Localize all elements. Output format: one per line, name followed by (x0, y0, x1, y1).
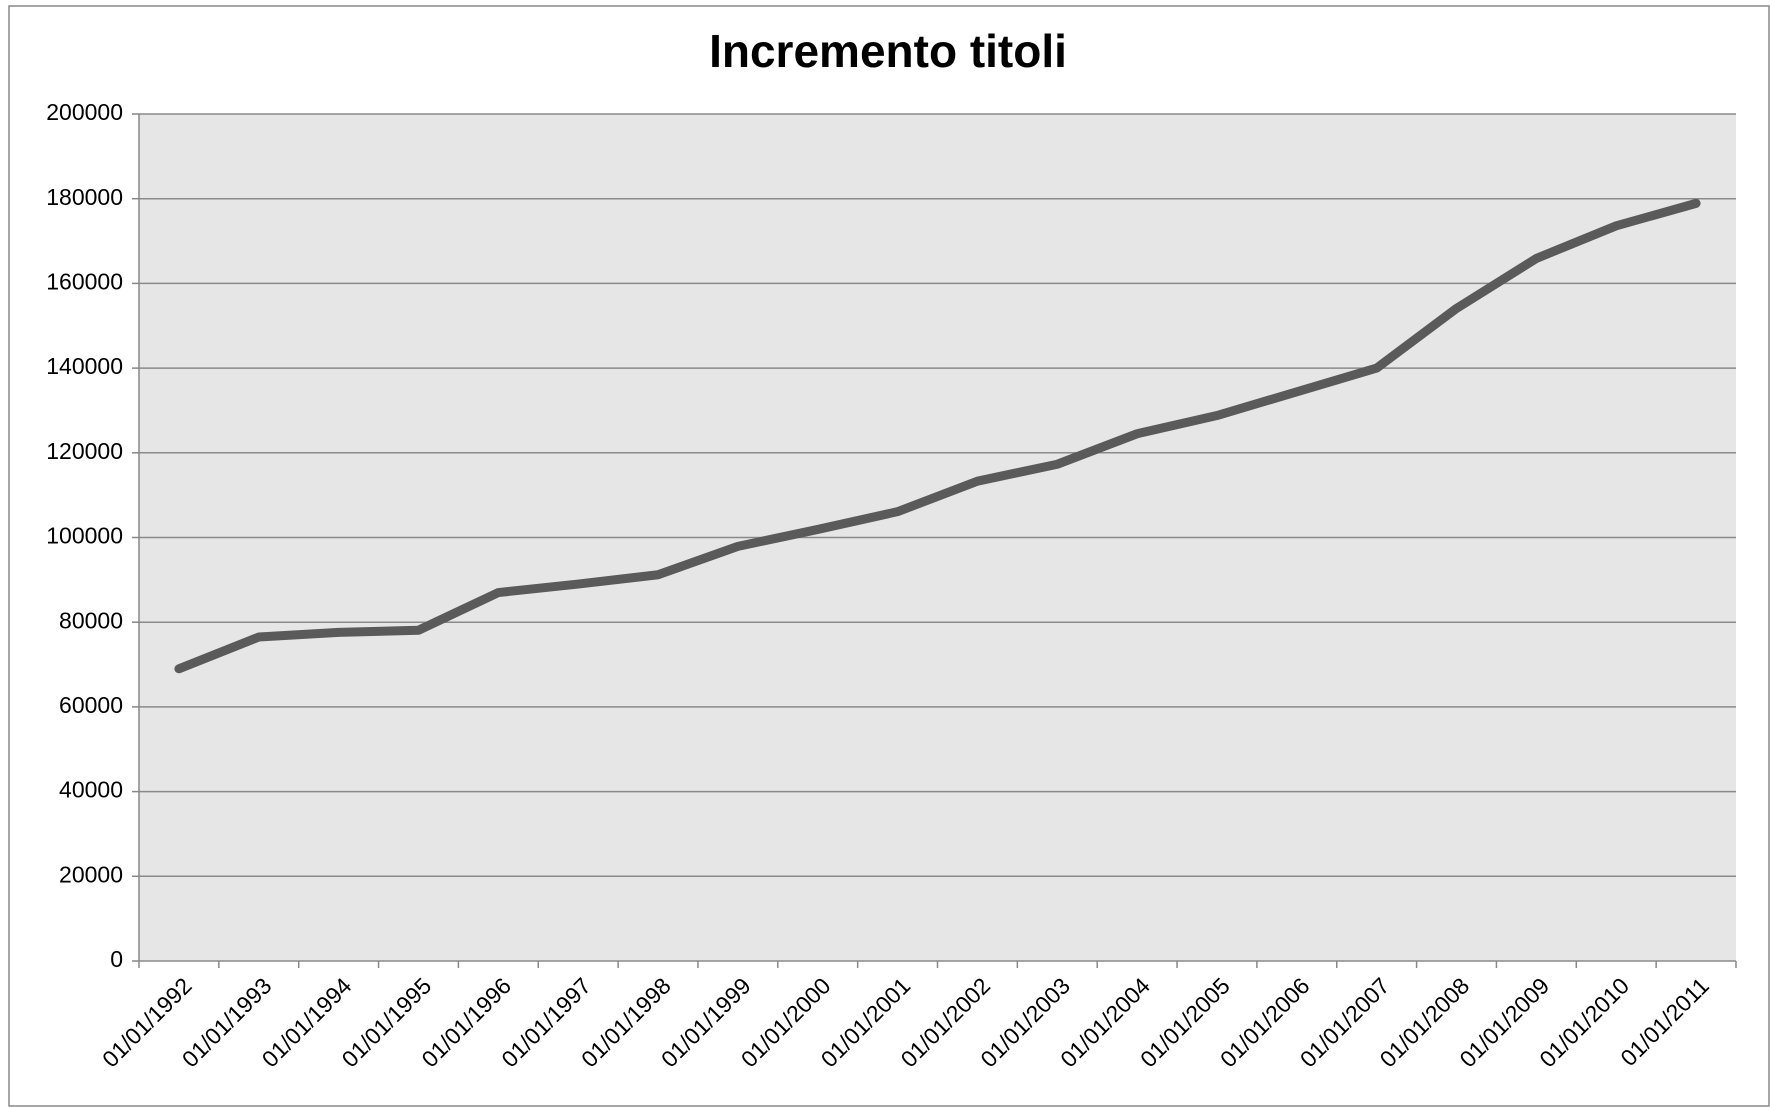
chart-title: Incremento titoli (709, 25, 1067, 77)
y-tick-label: 40000 (59, 777, 123, 803)
y-tick-label: 60000 (59, 692, 123, 718)
y-tick-label: 100000 (46, 523, 123, 549)
data-line (174, 198, 1701, 674)
y-tick-label: 140000 (46, 353, 123, 379)
y-tick-label: 200000 (46, 99, 123, 125)
y-tick-label: 20000 (59, 861, 123, 887)
y-tick-label: 120000 (46, 438, 123, 464)
y-tick-label: 0 (110, 946, 123, 972)
y-tick-label: 160000 (46, 268, 123, 294)
y-tick-label: 80000 (59, 607, 123, 633)
y-tick-label: 180000 (46, 184, 123, 210)
